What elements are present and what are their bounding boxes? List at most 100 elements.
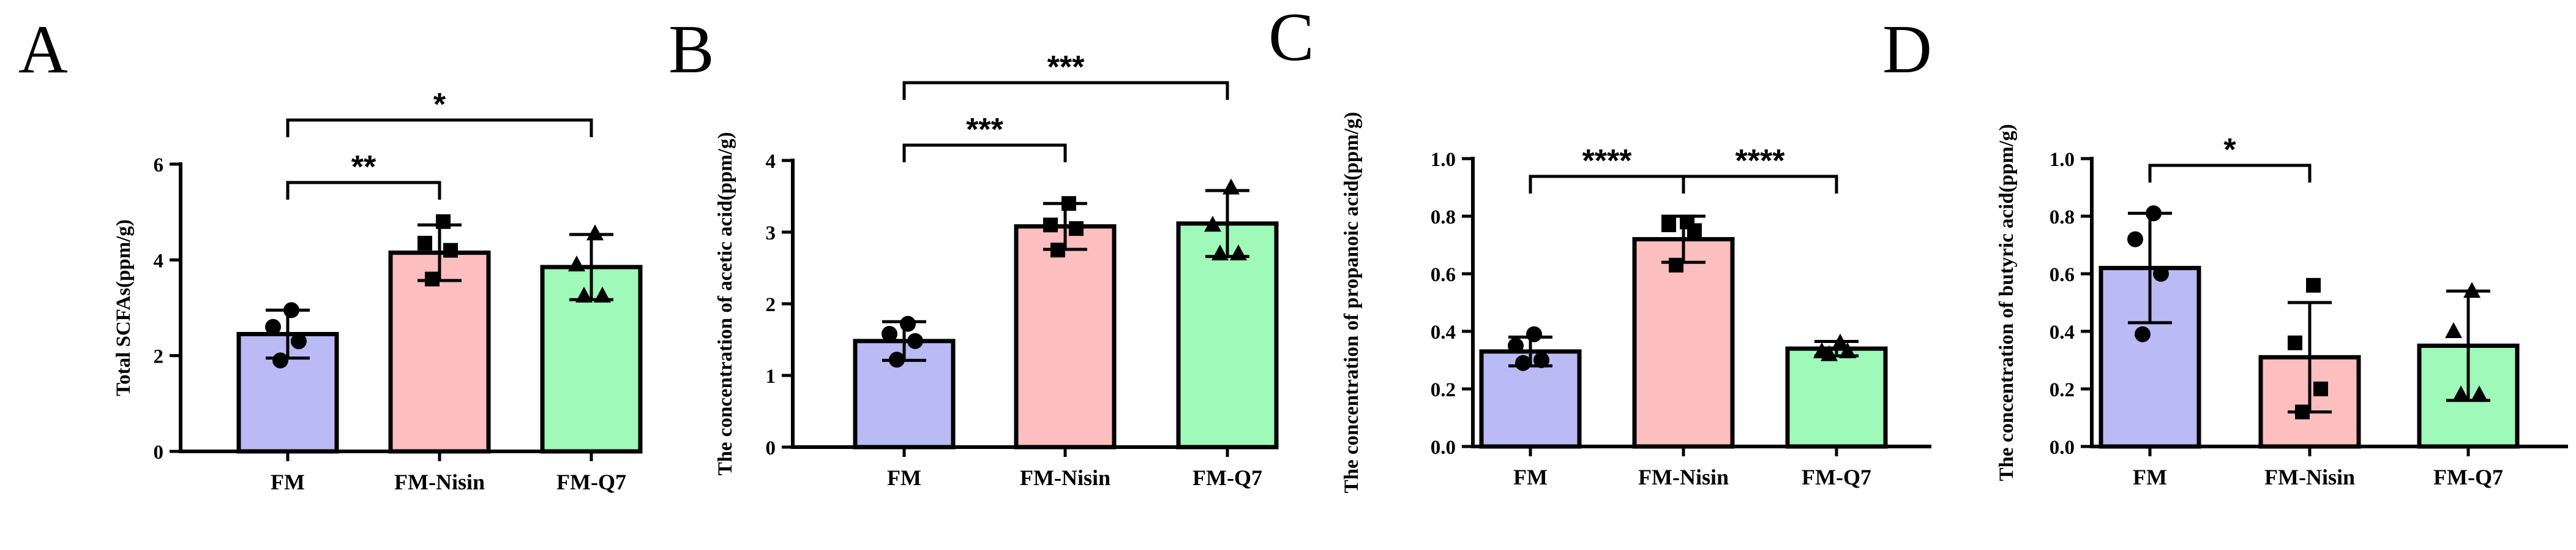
circle-point (900, 315, 916, 332)
circle-point (272, 352, 288, 369)
y-tick-label: 0 (154, 442, 164, 464)
y-tick-label: 6 (154, 154, 164, 176)
y-tick-label: 0.2 (1431, 379, 1456, 401)
square-point (1669, 257, 1683, 273)
triangle-point (575, 286, 593, 303)
significance-bracket (2148, 164, 2312, 183)
circle-point (2153, 266, 2169, 282)
significance-label: ** (351, 149, 376, 185)
category-label: FM (271, 470, 305, 494)
triangle-point (568, 255, 585, 272)
triangle-point (594, 286, 611, 303)
panel-b: B The concentration of acetic acid(ppm/g)… (668, 12, 1279, 490)
y-axis-title: Total SCFAs(ppm/g) (113, 219, 135, 396)
triangle-point (2463, 282, 2481, 298)
triangle-point (586, 224, 604, 241)
significance-bracket (286, 181, 441, 200)
triangle-point (1211, 244, 1229, 261)
category-label: FM (1513, 465, 1548, 489)
significance-label: *** (966, 112, 1003, 148)
bar-fm-nisin (1014, 224, 1117, 450)
significance-label: * (433, 87, 446, 122)
circle-point (1515, 355, 1531, 371)
circle-point (2146, 205, 2162, 222)
y-tick-label: 0.0 (2050, 437, 2075, 459)
y-tick-label: 1 (766, 366, 776, 388)
y-tick-label: 2 (766, 294, 776, 316)
significance-label: *** (1047, 50, 1085, 85)
circle-point (1508, 337, 1524, 354)
square-point (2313, 382, 2328, 396)
circle-point (907, 333, 923, 349)
y-tick-label: 1.0 (1431, 149, 1456, 171)
significance-label: **** (1582, 143, 1633, 179)
y-tick-label: 3 (766, 222, 776, 244)
square-point (2295, 404, 2310, 420)
category-label: FM-Q7 (2433, 465, 2503, 489)
category-label: FM-Nisin (1638, 465, 1729, 489)
square-point (1661, 217, 1676, 233)
significance-label: **** (1735, 143, 1786, 179)
square-point (443, 243, 458, 258)
triangle-point (2445, 322, 2462, 338)
category-label: FM-Nisin (1020, 465, 1110, 490)
category-label: FM-Nisin (2264, 465, 2355, 489)
triangle-point (2471, 385, 2488, 402)
y-tick-label: 0.4 (2050, 322, 2075, 344)
circle-point (889, 352, 905, 368)
significance-bracket (1529, 175, 1685, 194)
panel-d: D The concentration of butyric acid(ppm/g… (1882, 12, 2568, 489)
circle-point (1533, 352, 1549, 368)
bar-fm-q7 (540, 265, 643, 454)
category-label: FM-Q7 (1193, 465, 1262, 490)
square-point (1050, 243, 1065, 258)
category-label: FM (2133, 465, 2167, 489)
panel-letter: C (1268, 0, 1314, 75)
square-point (417, 235, 432, 251)
triangle-point (1832, 333, 1849, 350)
y-tick-label: 0.6 (2050, 264, 2075, 286)
significance-label: * (2223, 132, 2236, 168)
panel-letter: A (18, 12, 68, 88)
y-tick-label: 1.0 (2050, 149, 2075, 171)
square-point (1680, 214, 1694, 230)
y-tick-label: 4 (766, 151, 776, 173)
circle-point (1526, 326, 1542, 342)
category-label: FM (887, 465, 921, 490)
significance-bracket (286, 118, 593, 137)
y-tick-label: 0.4 (1431, 322, 1456, 344)
triangle-point (1230, 244, 1247, 261)
category-label: FM-Q7 (556, 470, 626, 494)
square-point (1069, 221, 1084, 236)
y-tick-label: 0.2 (2050, 379, 2075, 401)
square-point (1043, 217, 1058, 233)
significance-bracket (1682, 175, 1838, 194)
category-label: FM-Nisin (394, 470, 485, 494)
y-tick-label: 2 (154, 346, 164, 368)
significance-bracket (902, 143, 1067, 162)
y-tick-label: 0.6 (1431, 264, 1456, 286)
panel-letter: B (668, 12, 714, 88)
panel-c: C The concentration of propanoic acid(ppm… (1268, 0, 1931, 493)
y-tick-label: 0.8 (2050, 206, 2075, 228)
circle-point (265, 318, 281, 335)
y-tick-label: 0.0 (1431, 437, 1456, 459)
circle-point (2127, 231, 2143, 247)
triangle-point (2452, 385, 2469, 402)
category-label: FM-Q7 (1802, 465, 1871, 489)
circle-point (291, 333, 307, 350)
y-tick-label: 4 (154, 250, 164, 272)
square-point (425, 271, 440, 287)
triangle-point (1813, 342, 1830, 358)
circle-point (283, 302, 299, 318)
square-point (1061, 196, 1076, 211)
y-axis-title: The concentration of acetic acid(ppm/g) (714, 132, 736, 476)
square-point (436, 214, 451, 229)
bar-fm-q7 (1785, 346, 1888, 449)
y-tick-label: 0 (766, 437, 776, 459)
triangle-point (1204, 216, 1221, 232)
square-point (2306, 277, 2321, 293)
triangle-point (1839, 342, 1856, 358)
